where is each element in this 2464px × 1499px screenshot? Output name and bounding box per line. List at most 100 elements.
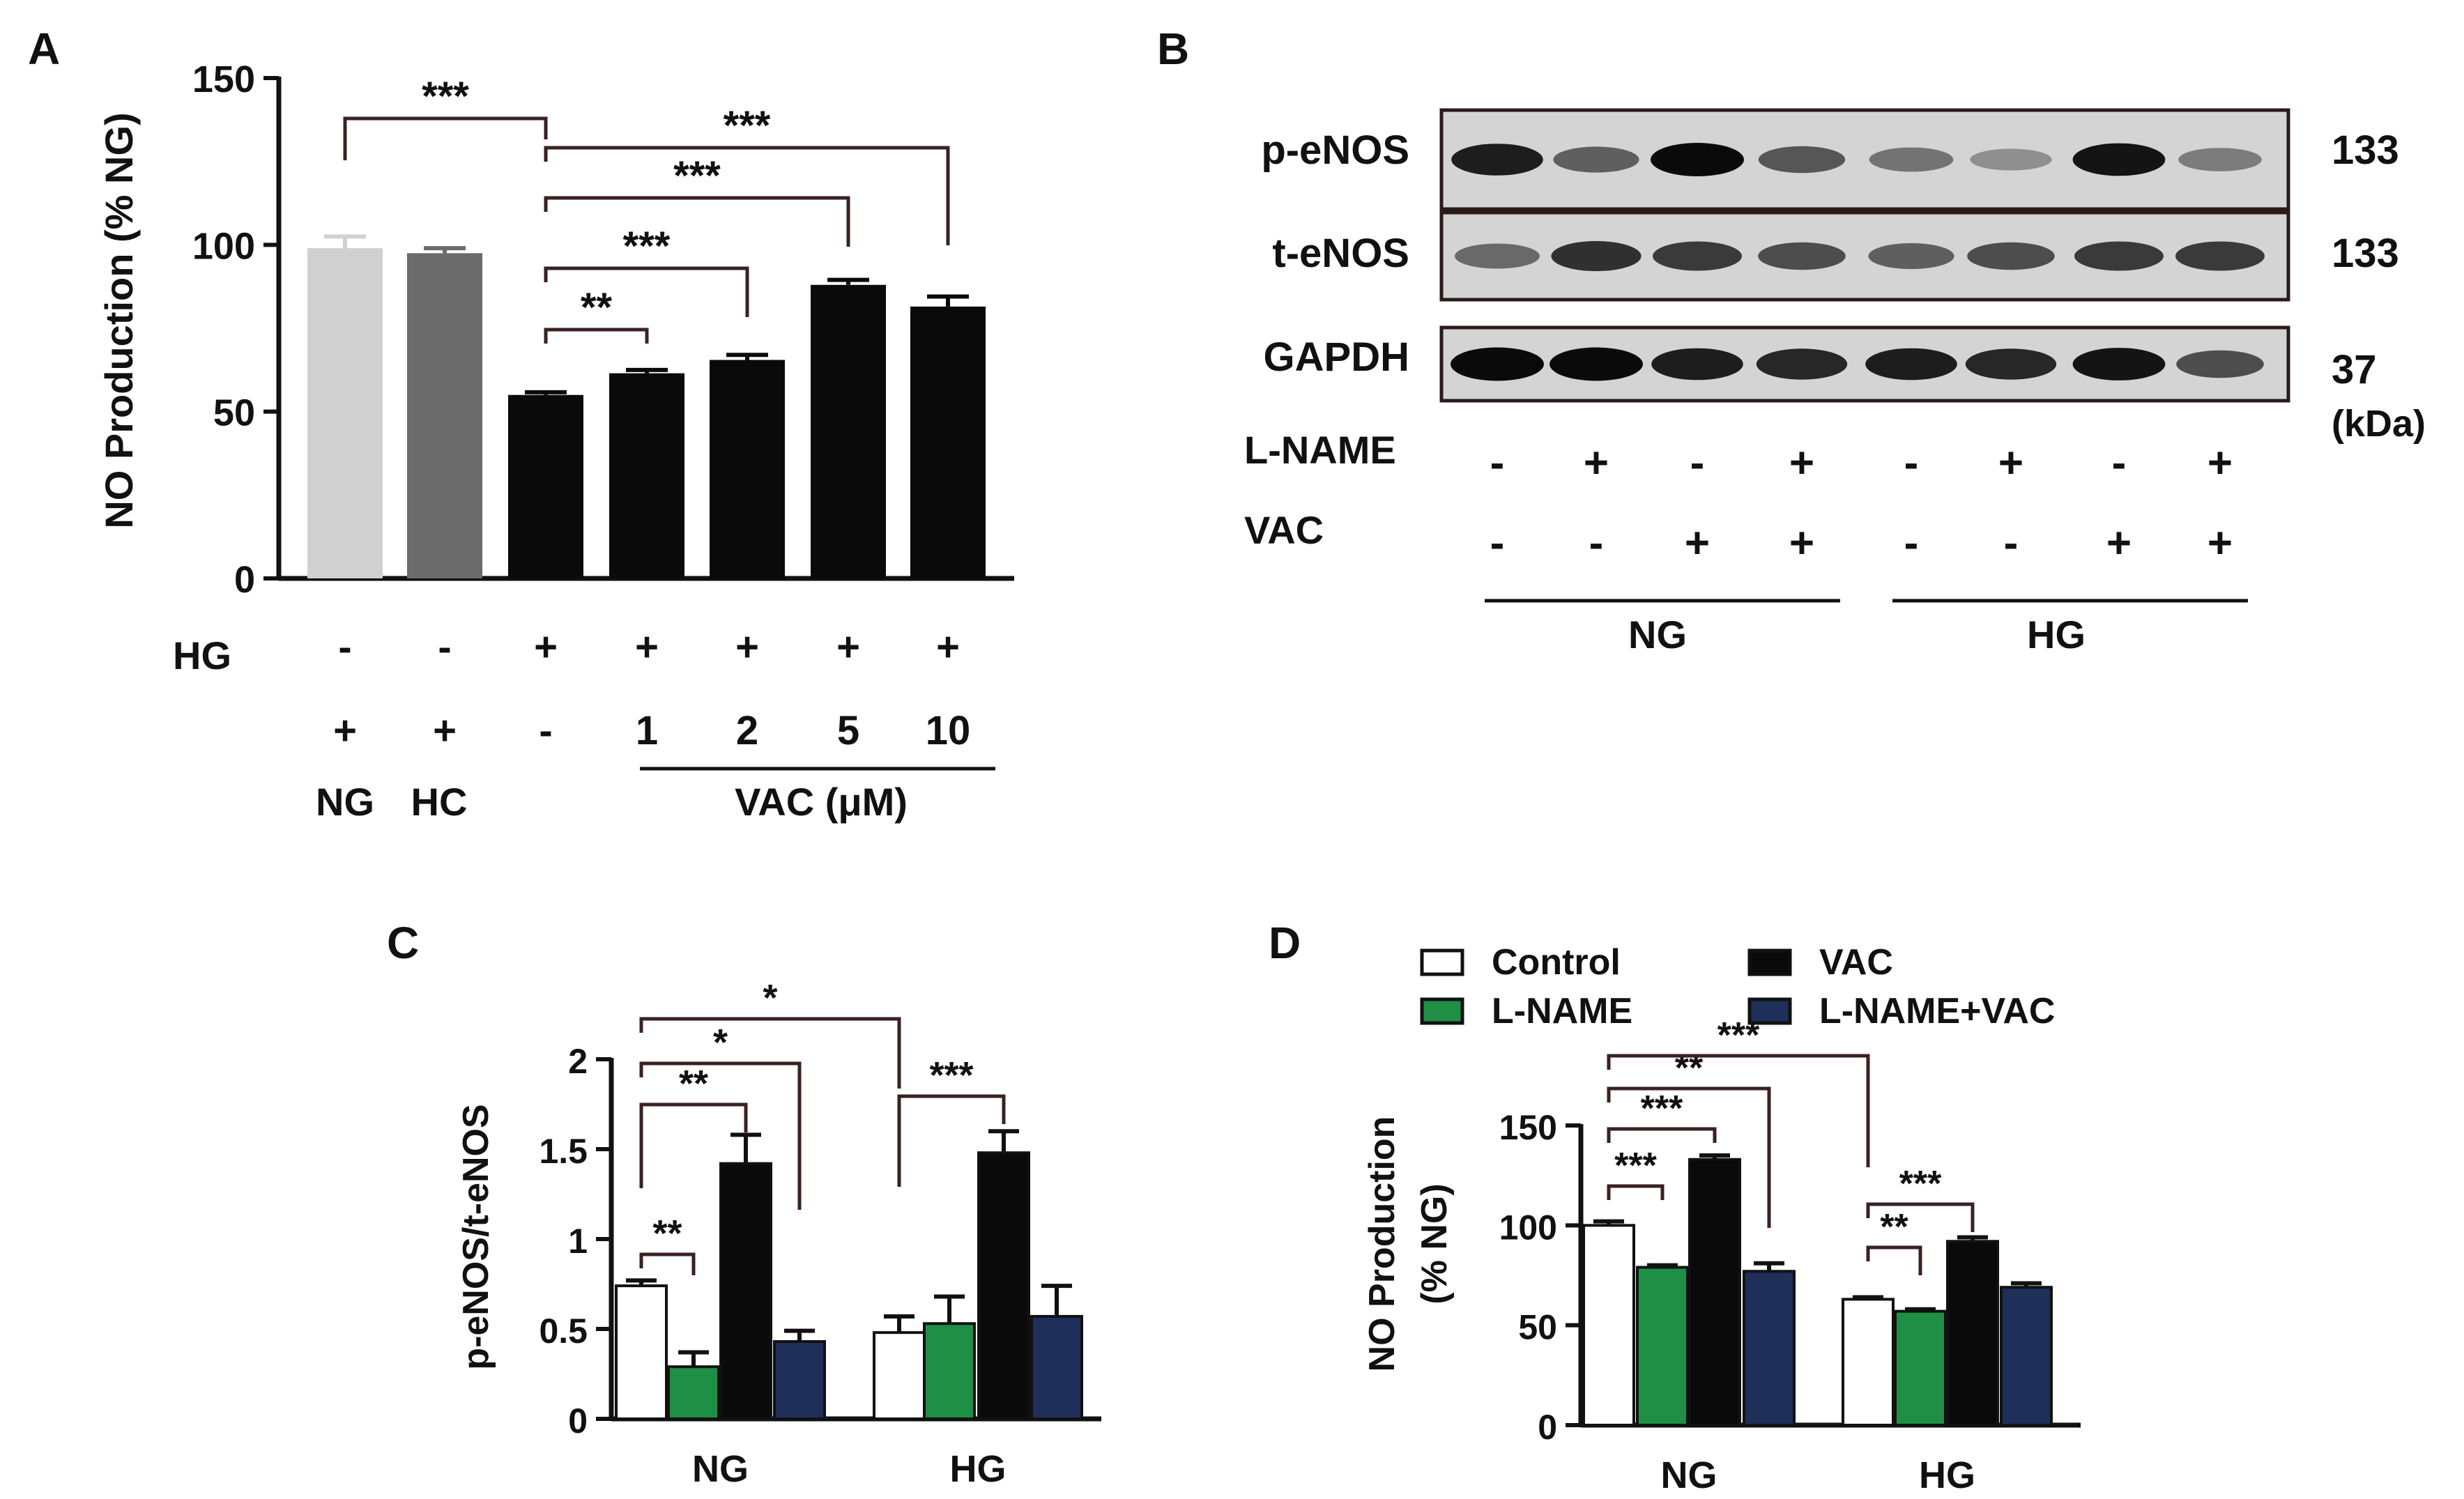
- bar: [873, 1331, 926, 1421]
- row-cell: -: [1904, 519, 1919, 567]
- significance-label: **: [581, 285, 613, 330]
- row-cell: 1: [636, 708, 658, 753]
- band-label: t-eNOS: [1272, 231, 1409, 276]
- blot-band: [1551, 240, 1642, 272]
- panel-label-c: C: [387, 918, 419, 968]
- significance-label: ***: [673, 153, 721, 199]
- blot-band: [2176, 350, 2264, 378]
- significance-label: ***: [1614, 1146, 1657, 1186]
- panel-label-d: D: [1269, 918, 1301, 968]
- row-label: VAC: [1244, 508, 1324, 552]
- bar: [508, 394, 583, 578]
- blot-band: [1651, 143, 1744, 176]
- bar: [923, 1322, 976, 1421]
- significance-label: **: [652, 1213, 682, 1254]
- significance-bracket: [639, 1102, 748, 1188]
- y-tick-label: 1: [568, 1222, 588, 1261]
- significance-bracket: [1607, 1184, 1665, 1200]
- blot-band: [1869, 147, 1954, 172]
- y-tick-label: 2: [568, 1042, 588, 1081]
- legend-label: L-NAME: [1492, 991, 1632, 1031]
- significance-bracket: [1607, 1127, 1717, 1143]
- legend-label: VAC: [1819, 942, 1893, 983]
- row-label: L-NAME: [1244, 428, 1396, 472]
- row-cell: -: [539, 708, 552, 753]
- bar: [1030, 1314, 1083, 1420]
- y-tick-label: 100: [192, 225, 255, 267]
- kda-unit: (kDa): [2332, 403, 2426, 445]
- blot-band: [1967, 242, 2055, 270]
- bar: [1842, 1298, 1895, 1427]
- x-tick-label: NG: [692, 1448, 749, 1490]
- x-tick-label: HG: [1919, 1454, 1975, 1496]
- bar: [1743, 1270, 1796, 1427]
- blot-band: [2178, 148, 2262, 171]
- row-cell: +: [1584, 439, 1609, 487]
- row-label: HG: [173, 633, 231, 677]
- group-label: HC: [411, 780, 468, 824]
- bar: [307, 248, 383, 578]
- row-cell: 5: [837, 708, 859, 753]
- y-tick-label: 0: [1538, 1408, 1557, 1447]
- band-label: p-eNOS: [1261, 128, 1409, 173]
- kda-label: 133: [2332, 128, 2399, 173]
- significance-bracket: [1866, 1202, 1975, 1232]
- bar: [811, 284, 886, 578]
- y-tick-label: 0: [568, 1401, 588, 1440]
- significance-label: ***: [724, 103, 771, 148]
- row-cell: +: [735, 624, 759, 670]
- significance-label: **: [1880, 1207, 1908, 1247]
- panel-labels: A B C D: [28, 24, 1301, 968]
- blot-band: [1970, 148, 2052, 171]
- row-cell: +: [836, 624, 860, 670]
- y-tick-label: 100: [1499, 1208, 1557, 1247]
- significance-bracket: [544, 266, 749, 317]
- band-label: GAPDH: [1264, 335, 1409, 380]
- panel-label-b: B: [1157, 24, 1189, 74]
- bar: [615, 1284, 668, 1420]
- significance-label: ***: [623, 224, 671, 269]
- kda-label: 133: [2332, 231, 2399, 276]
- row-cell: +: [333, 708, 357, 753]
- bar: [977, 1151, 1030, 1421]
- significance-label: *: [713, 1022, 728, 1063]
- row-cell: -: [1589, 519, 1604, 567]
- significance-label: ***: [422, 74, 469, 119]
- bar: [773, 1340, 826, 1421]
- significance-bracket: [544, 146, 950, 245]
- bar: [719, 1162, 772, 1420]
- row-cell: -: [2004, 519, 2019, 567]
- y-tick-label: 50: [213, 392, 255, 434]
- significance-bracket: [1607, 1086, 1771, 1228]
- y-tick-label: 150: [192, 59, 255, 100]
- group-label: HG: [2027, 613, 2086, 656]
- significance-bracket: [639, 1252, 696, 1275]
- bar: [609, 373, 684, 578]
- row-cell: -: [338, 624, 351, 670]
- row-cell: +: [936, 624, 960, 670]
- significance-label: **: [679, 1063, 708, 1105]
- row-cell: +: [2207, 439, 2233, 487]
- row-cell: 10: [926, 708, 971, 753]
- row-cell: +: [534, 624, 558, 670]
- blot-band: [1868, 243, 1954, 270]
- bar: [1894, 1309, 1947, 1427]
- bar: [667, 1365, 720, 1421]
- bar: [2000, 1286, 2053, 1427]
- row-cell: +: [635, 624, 659, 670]
- blot-band: [1653, 241, 1742, 271]
- significance-label: ***: [929, 1054, 973, 1096]
- group-label: VAC (μM): [735, 780, 908, 824]
- blot-band: [1451, 347, 1544, 381]
- row-cell: +: [1685, 519, 1710, 567]
- significance-label: ***: [1899, 1164, 1942, 1204]
- row-cell: +: [1789, 519, 1814, 567]
- blot-band: [1455, 243, 1540, 269]
- legend-swatch: [1747, 948, 1792, 976]
- bar: [1688, 1158, 1741, 1427]
- significance-bracket: [343, 116, 548, 160]
- blot-band: [2074, 241, 2164, 271]
- blot-band: [1758, 242, 1846, 270]
